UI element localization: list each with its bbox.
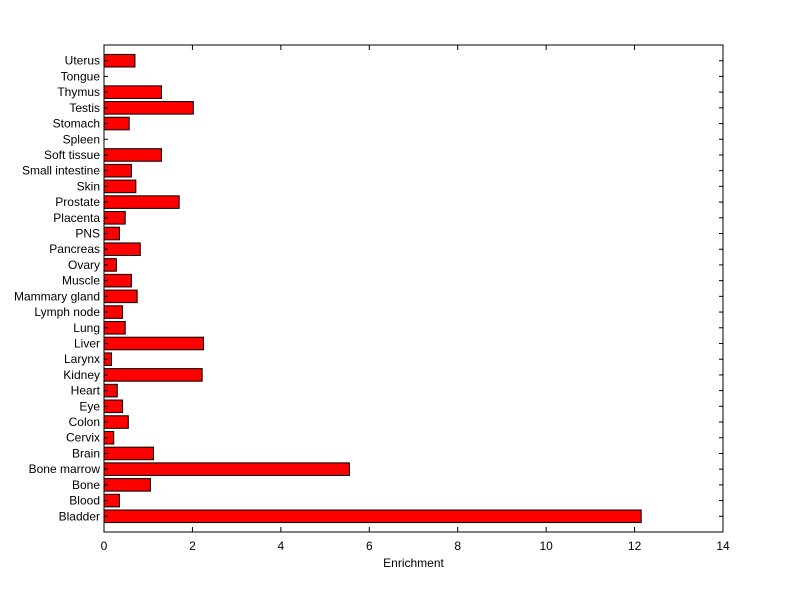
bar-mammary-gland xyxy=(103,289,138,304)
x-tick-label: 4 xyxy=(278,539,285,553)
y-tick-label: Lymph node xyxy=(34,305,100,319)
y-tick-label: Bladder xyxy=(59,509,100,523)
bar-bladder xyxy=(103,509,642,524)
y-tick-label: PNS xyxy=(75,227,100,241)
x-tick-label: 2 xyxy=(189,539,196,553)
bar-bone xyxy=(103,478,151,492)
bar-bone-marrow xyxy=(103,462,350,476)
plot-frame xyxy=(103,44,724,533)
y-tick-label: Tongue xyxy=(61,69,101,83)
bar-muscle xyxy=(103,273,132,288)
x-tick-label: 0 xyxy=(101,539,108,553)
y-tick-label: Stomach xyxy=(53,117,100,131)
x-tick-label: 14 xyxy=(716,539,730,553)
y-tick-label: Soft tissue xyxy=(44,148,100,162)
y-tick-label: Blood xyxy=(69,494,100,508)
bar-pancreas xyxy=(103,242,141,257)
bar-soft-tissue xyxy=(103,148,162,162)
bar-kidney xyxy=(103,368,203,382)
y-tick-label: Ovary xyxy=(68,258,100,272)
y-tick-label: Colon xyxy=(69,415,100,429)
ticks-group xyxy=(103,45,724,532)
y-tick-label: Brain xyxy=(72,446,100,460)
y-tick-label: Bone xyxy=(72,478,100,492)
y-tick-label: Placenta xyxy=(53,211,100,225)
y-tick-label: Pancreas xyxy=(49,242,100,256)
y-tick-label: Thymus xyxy=(57,85,100,99)
bar-uterus xyxy=(103,53,136,68)
x-tick-label: 8 xyxy=(454,539,461,553)
bar-brain xyxy=(103,446,155,461)
x-tick-label: 12 xyxy=(628,539,642,553)
bar-thymus xyxy=(103,85,162,99)
y-tick-label: Liver xyxy=(74,336,100,350)
bar-liver xyxy=(103,336,204,351)
y-tick-label: Kidney xyxy=(63,368,100,382)
y-tick-label: Muscle xyxy=(62,274,100,288)
x-tick-label: 10 xyxy=(539,539,553,553)
bar-small-intestine xyxy=(103,163,132,178)
y-tick-label: Small intestine xyxy=(22,164,100,178)
plot-area xyxy=(104,45,723,532)
x-tick-label: 6 xyxy=(366,539,373,553)
y-tick-label: Cervix xyxy=(66,431,100,445)
y-tick-label: Larynx xyxy=(64,352,100,366)
y-tick-label: Skin xyxy=(77,179,100,193)
y-tick-label: Lung xyxy=(73,321,100,335)
y-tick-label: Prostate xyxy=(55,195,100,209)
bars-group xyxy=(103,53,642,524)
bar-skin xyxy=(103,179,137,194)
y-tick-label: Spleen xyxy=(63,132,100,146)
y-tick-label: Mammary gland xyxy=(14,289,100,303)
x-axis-title: Enrichment xyxy=(383,556,444,570)
y-tick-label: Heart xyxy=(71,384,101,398)
y-tick-label: Testis xyxy=(69,101,100,115)
y-tick-label: Eye xyxy=(79,399,100,413)
y-tick-label: Uterus xyxy=(65,54,100,68)
bar-prostate xyxy=(103,195,180,209)
y-tick-label: Bone marrow xyxy=(29,462,101,476)
bar-testis xyxy=(103,101,194,115)
